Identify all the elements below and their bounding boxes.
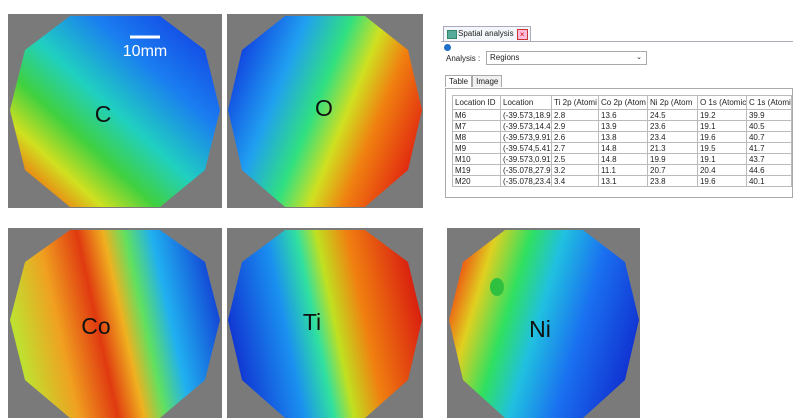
table-cell: M10 <box>451 153 502 165</box>
table-cell: 11.1 <box>598 164 649 176</box>
column-header: Co 2p (Atom <box>598 95 649 110</box>
table-cell: 23.8 <box>647 175 698 187</box>
table-row: M6 (-39.573,18.9 2.8 13.6 24.5 19.2 39.9 <box>451 109 793 121</box>
table-cell: 2.5 <box>551 153 600 165</box>
table-cell: 19.5 <box>696 142 747 154</box>
table-row: M8 (-39.573,9.91 2.6 13.8 23.4 19.6 40.7 <box>451 131 793 143</box>
table-row: M19 (-35.078,27.9 3.2 11.1 20.7 20.4 44.6 <box>451 164 793 176</box>
column-header: Ti 2p (Atomi <box>551 95 600 110</box>
table-cell: 39.9 <box>745 109 793 121</box>
table-cell: 13.6 <box>598 109 649 121</box>
map-ti <box>227 228 423 418</box>
panel-tab[interactable]: Spatial analysis × <box>443 26 531 41</box>
table-row: M9 (-39.574,5.41 2.7 14.8 21.3 19.5 41.7 <box>451 142 793 154</box>
table-cell: 2.7 <box>551 142 600 154</box>
table-cell: 40.1 <box>745 175 793 187</box>
table-cell: 19.2 <box>696 109 747 121</box>
table-cell: 20.4 <box>696 164 747 176</box>
table-cell: 13.9 <box>598 120 649 132</box>
table-row: M10 (-39.573,0.91 2.5 14.8 19.9 19.1 43.7 <box>451 153 793 165</box>
table-cell: (-39.573,0.91 <box>500 153 553 165</box>
table-cell: M9 <box>451 142 502 154</box>
map-ni <box>447 228 640 418</box>
table-cell: (-39.573,18.9 <box>500 109 553 121</box>
table-cell: (-35.078,27.9 <box>500 164 553 176</box>
table-cell: 14.8 <box>598 153 649 165</box>
table-cell: 41.7 <box>745 142 793 154</box>
table-cell: 23.6 <box>647 120 698 132</box>
table-cell: 20.7 <box>647 164 698 176</box>
table-cell: (-39.574,5.41 <box>500 142 553 154</box>
column-header: Location <box>500 95 553 110</box>
map-label: Ni <box>529 316 551 342</box>
scale-label: 10mm <box>123 43 167 60</box>
table-cell: M20 <box>451 175 502 187</box>
table-cell: (-35.078,23.4 <box>500 175 553 187</box>
table-box: Location ID Location Ti 2p (Atomi Co 2p (At… <box>445 88 793 198</box>
results-table: Location ID Location Ti 2p (Atomi Co 2p (At… <box>451 95 793 187</box>
map-co <box>8 228 222 418</box>
table-cell: M19 <box>451 164 502 176</box>
table-cell: 3.2 <box>551 164 600 176</box>
view-tabs: Table Image <box>445 75 503 87</box>
table-cell: 3.4 <box>551 175 600 187</box>
table-cell: 24.5 <box>647 109 698 121</box>
info-icon <box>444 44 451 51</box>
table-cell: 2.6 <box>551 131 600 143</box>
table-cell: 19.6 <box>696 175 747 187</box>
close-button[interactable]: × <box>516 29 528 40</box>
table-cell: 13.1 <box>598 175 649 187</box>
table-cell: 2.9 <box>551 120 600 132</box>
map-label: Co <box>81 313 110 339</box>
table-cell: 44.6 <box>745 164 793 176</box>
table-cell: 43.7 <box>745 153 793 165</box>
table-row: M7 (-39.573,14.4 2.9 13.9 23.6 19.1 40.5 <box>451 120 793 132</box>
map-c <box>8 14 222 208</box>
table-cell: (-39.573,14.4 <box>500 120 553 132</box>
table-cell: M6 <box>451 109 502 121</box>
table-cell: 21.3 <box>647 142 698 154</box>
map-o <box>227 14 423 208</box>
table-cell: 19.9 <box>647 153 698 165</box>
table-cell: 40.7 <box>745 131 793 143</box>
table-cell: 19.6 <box>696 131 747 143</box>
spatial-analysis-panel: Spatial analysis × Analysis : Regions ⌄ Ta… <box>441 26 793 198</box>
table-cell: 19.1 <box>696 120 747 132</box>
column-header: Location ID <box>451 95 502 110</box>
column-header: Ni 2p (Atom <box>647 95 698 110</box>
analysis-label: Analysis : <box>446 54 481 63</box>
tab[interactable]: Table <box>445 75 473 87</box>
table-cell: M8 <box>451 131 502 143</box>
table-cell: 19.1 <box>696 153 747 165</box>
table-cell: 23.4 <box>647 131 698 143</box>
column-header: O 1s (Atomic <box>696 95 747 110</box>
table-cell: 40.5 <box>745 120 793 132</box>
column-header: C 1s (Atomic <box>745 95 793 110</box>
table-cell: 13.8 <box>598 131 649 143</box>
tab-title: Spatial analysis <box>458 29 514 38</box>
map-label: Ti <box>303 309 321 335</box>
map-label: C <box>95 101 112 127</box>
table-cell: M7 <box>451 120 502 132</box>
table-cell: 14.8 <box>598 142 649 154</box>
map-label: O <box>315 95 333 121</box>
analysis-select[interactable]: Regions ⌄ <box>486 51 647 65</box>
table-row: M20 (-35.078,23.4 3.4 13.1 23.8 19.6 40.1 <box>451 175 793 187</box>
table-cell: (-39.573,9.91 <box>500 131 553 143</box>
analysis-value: Regions <box>490 53 520 62</box>
tab[interactable]: Image <box>472 75 503 87</box>
table-cell: 2.8 <box>551 109 600 121</box>
